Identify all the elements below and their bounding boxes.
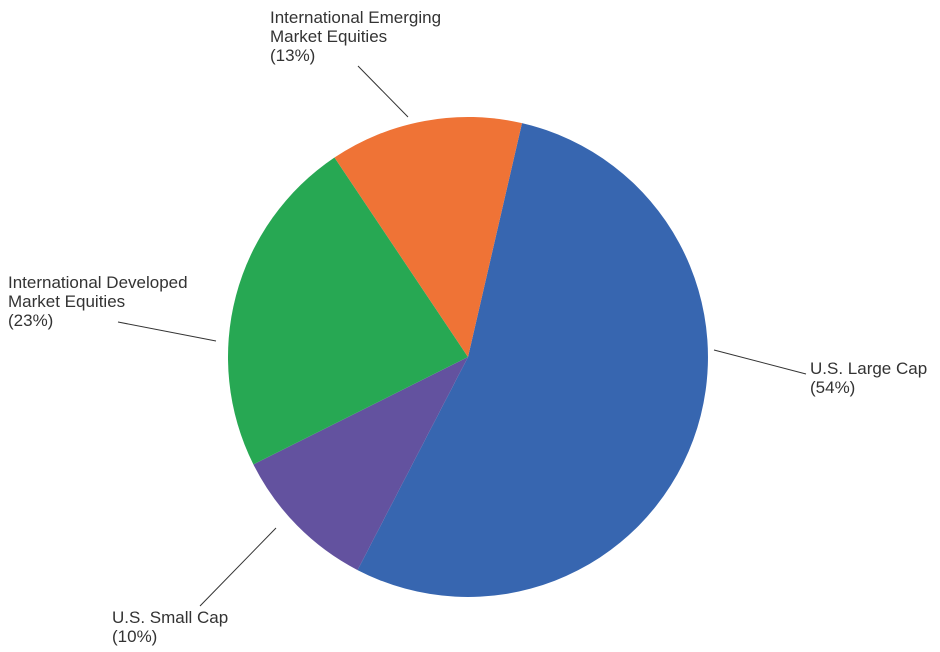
slice-name-line: Market Equities: [8, 292, 125, 311]
slice-value-label: (23%): [8, 311, 53, 330]
slice-name-line: International Developed: [8, 273, 188, 292]
pie-slices: [227, 116, 708, 597]
leader-line-4: [357, 65, 409, 118]
leader-line-2: [199, 527, 277, 607]
slice-label-3: International Developed Market Equities (2…: [8, 273, 188, 330]
slice-value-label: (54%): [810, 378, 855, 397]
slice-label-4: International Emerging Market Equities (13…: [270, 8, 441, 65]
slice-value-label: (13%): [270, 46, 315, 65]
slice-name-line: Market Equities: [270, 27, 387, 46]
slice-label-2: U.S. Small Cap (10%): [112, 608, 228, 646]
slice-value-label: (10%): [112, 627, 157, 646]
slice-label-1: U.S. Large Cap (54%): [810, 359, 927, 397]
slice-labels: U.S. Large Cap (54%) U.S. Small Cap (10%) In…: [8, 8, 927, 646]
slice-name-line: U.S. Large Cap: [810, 359, 927, 378]
pie-slice-3: [227, 157, 468, 465]
leader-line-1: [713, 349, 807, 375]
slice-name-line: International Emerging: [270, 8, 441, 27]
slice-name-line: U.S. Small Cap: [112, 608, 228, 627]
leader-lines: [117, 65, 807, 607]
pie-slice-4: [334, 116, 522, 357]
pie-slice-1: [357, 123, 708, 597]
leader-line-3: [117, 321, 217, 342]
pie-slice-2: [253, 357, 468, 571]
